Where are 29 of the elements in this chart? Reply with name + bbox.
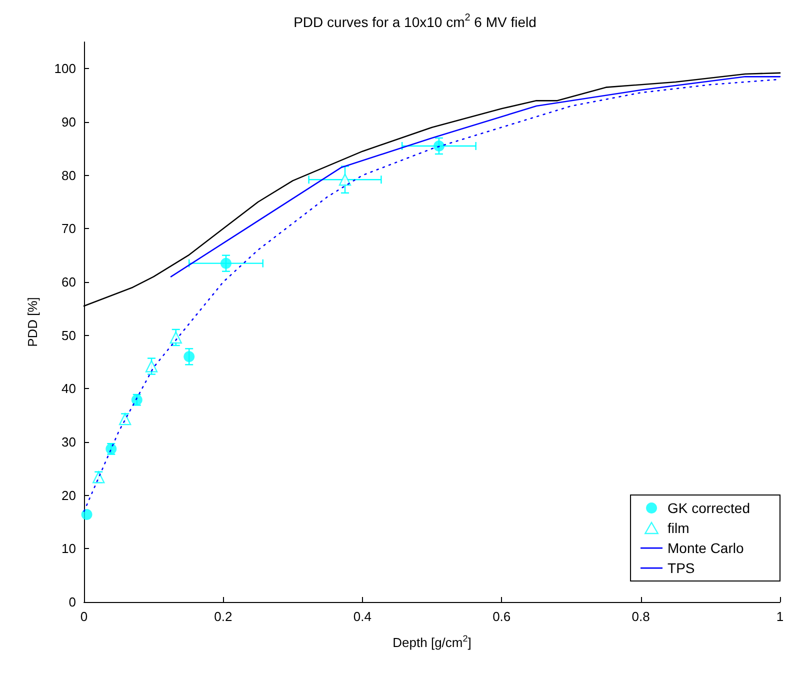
x-tick-label: 0.6	[492, 609, 511, 624]
y-tick-label: 40	[62, 381, 76, 396]
x-tick-label: 1	[776, 609, 784, 624]
y-tick-label: 90	[62, 114, 76, 130]
legend-label: Monte Carlo	[668, 540, 744, 556]
point	[81, 509, 92, 520]
point	[184, 351, 195, 362]
y-tick-label: 100	[54, 61, 76, 76]
x-tick-label: 0.2	[214, 609, 232, 624]
y-tick-label: 60	[62, 274, 76, 290]
point	[338, 174, 352, 186]
y-axis-title: PDD [%]	[25, 297, 40, 347]
x-tick-label: 0	[80, 609, 88, 624]
y-tick-label: 30	[62, 434, 76, 450]
y-tick-label: 20	[62, 488, 76, 503]
y-tick-label: 70	[62, 221, 76, 236]
point	[433, 140, 444, 152]
legend-label: TPS	[668, 560, 695, 576]
y-tick-label: 0	[68, 594, 76, 610]
y-tick-label: 80	[62, 168, 76, 183]
point	[170, 331, 182, 344]
y-tick-label: 50	[62, 328, 76, 343]
x-tick-label: 0.4	[353, 609, 372, 624]
legend-label: GK corrected	[668, 500, 750, 516]
legend-label: film	[668, 520, 690, 536]
y-tick-label: 10	[62, 541, 76, 556]
point	[220, 258, 232, 269]
point	[145, 360, 158, 372]
x-tick-label: 0.8	[632, 609, 650, 624]
